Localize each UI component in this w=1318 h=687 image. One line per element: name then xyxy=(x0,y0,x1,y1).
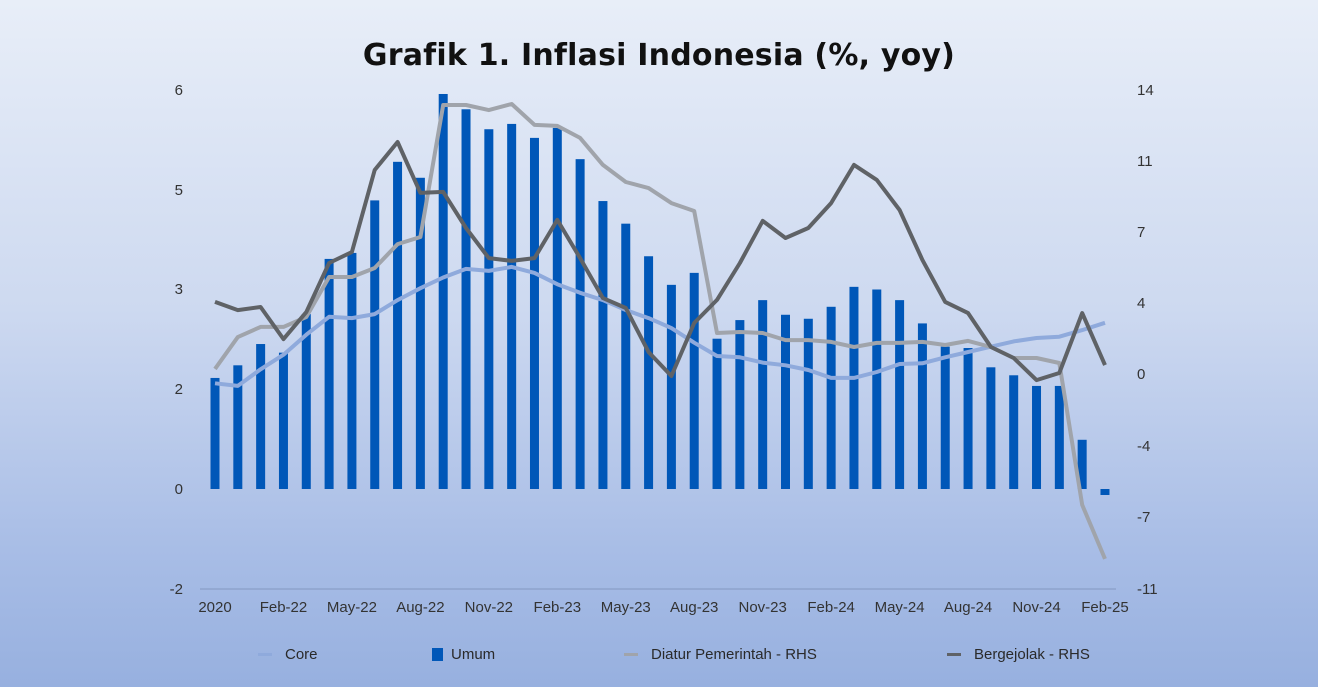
umum-bar xyxy=(278,352,288,489)
x-axis-tick: Feb-25 xyxy=(1081,599,1129,616)
x-axis-tick: Nov-22 xyxy=(465,599,513,616)
umum-bar xyxy=(256,344,266,489)
legend-label: Core xyxy=(285,646,318,663)
x-axis-tick: Aug-22 xyxy=(396,599,444,616)
umum-bar xyxy=(484,129,494,490)
right-axis-tick: 14 xyxy=(1137,82,1154,99)
core-line xyxy=(214,264,1106,388)
diatur-pemerintah-line xyxy=(213,102,1107,560)
right-axis-tick: -7 xyxy=(1137,509,1150,526)
x-axis-tick: Feb-23 xyxy=(534,599,582,616)
legend-label: Diatur Pemerintah - RHS xyxy=(651,646,817,663)
umum-bar xyxy=(666,284,676,489)
left-axis-tick: 2 xyxy=(175,381,183,398)
diatur-swatch-icon xyxy=(624,653,638,656)
umum-bar xyxy=(301,314,311,489)
umum-bars xyxy=(210,93,1110,495)
legend-label: Bergejolak - RHS xyxy=(974,646,1090,663)
chart-title: Grafik 1. Inflasi Indonesia (%, yoy) xyxy=(362,38,956,73)
umum-bar xyxy=(210,377,220,489)
umum-bar xyxy=(233,365,243,489)
left-axis-tick: 3 xyxy=(175,281,183,298)
legend: Core Umum Diatur Pemerintah - RHS Bergej… xyxy=(0,646,1318,668)
umum-bar xyxy=(529,137,539,489)
umum-bar xyxy=(461,109,471,489)
bergejolak-line xyxy=(214,140,1107,383)
umum-bar xyxy=(735,320,745,489)
umum-bar xyxy=(598,201,608,489)
legend-item-core: Core xyxy=(258,646,318,663)
legend-item-umum: Umum xyxy=(432,646,495,663)
bergejolak-swatch-icon xyxy=(947,653,961,656)
right-axis-tick: -11 xyxy=(1137,581,1158,598)
umum-bar xyxy=(986,367,996,489)
right-axis-tick: 7 xyxy=(1137,224,1145,241)
umum-bar xyxy=(644,256,654,489)
right-axis-tick: 11 xyxy=(1137,153,1153,170)
umum-bar xyxy=(895,300,905,489)
umum-bar xyxy=(1100,489,1110,495)
umum-bar xyxy=(370,200,380,489)
x-axis-tick: Aug-24 xyxy=(944,599,992,616)
umum-bar xyxy=(621,223,631,490)
umum-bar xyxy=(324,258,334,489)
umum-bar xyxy=(803,318,813,489)
x-axis: 2020 Feb-22 May-22 Aug-22 Nov-22 Feb-23 May-23… xyxy=(198,599,1128,616)
umum-bar xyxy=(781,314,790,489)
x-axis-tick: May-23 xyxy=(601,599,651,616)
x-axis-tick: 2020 xyxy=(198,599,231,616)
x-axis-tick: Nov-24 xyxy=(1012,599,1060,616)
umum-bar xyxy=(940,346,950,489)
umum-bar xyxy=(917,323,927,489)
umum-bar xyxy=(758,300,768,489)
x-axis-tick: May-24 xyxy=(875,599,925,616)
umum-bar xyxy=(347,252,357,489)
umum-bar xyxy=(438,93,448,490)
left-axis-tick: -2 xyxy=(170,581,183,598)
right-axis-tick: 4 xyxy=(1137,295,1145,312)
umum-bar xyxy=(872,289,882,489)
umum-bar xyxy=(1054,385,1064,489)
x-axis-tick: Aug-23 xyxy=(670,599,718,616)
umum-bar xyxy=(849,286,859,489)
x-axis-tick: Feb-22 xyxy=(260,599,308,616)
umum-bar xyxy=(963,348,973,489)
core-swatch-icon xyxy=(258,653,272,656)
left-axis-tick: 6 xyxy=(175,82,183,99)
legend-item-diatur-pemerintah: Diatur Pemerintah - RHS xyxy=(624,646,817,663)
right-axis: 14 11 7 4 0 -4 -7 -11 xyxy=(1137,82,1158,598)
umum-bar xyxy=(393,161,403,489)
umum-bar xyxy=(415,177,425,489)
umum-swatch-icon xyxy=(432,648,443,661)
right-axis-tick: -4 xyxy=(1137,438,1150,455)
legend-item-bergejolak: Bergejolak - RHS xyxy=(947,646,1090,663)
right-axis-tick: 0 xyxy=(1137,366,1145,383)
umum-bar xyxy=(1009,375,1019,489)
umum-bar xyxy=(826,306,836,489)
umum-bar xyxy=(1032,385,1042,489)
x-axis-tick: May-22 xyxy=(327,599,377,616)
umum-bar xyxy=(1077,439,1087,489)
umum-bar xyxy=(552,127,562,489)
left-axis: 6 5 3 2 0 -2 xyxy=(170,82,183,598)
umum-bar xyxy=(712,338,722,489)
umum-bar xyxy=(689,272,699,489)
legend-label: Umum xyxy=(451,646,496,663)
left-axis-tick: 5 xyxy=(175,182,183,199)
x-axis-tick: Nov-23 xyxy=(739,599,787,616)
umum-bar xyxy=(507,123,517,489)
x-axis-tick: Feb-24 xyxy=(807,599,855,616)
umum-bar xyxy=(575,159,585,489)
left-axis-tick: 0 xyxy=(175,481,183,498)
